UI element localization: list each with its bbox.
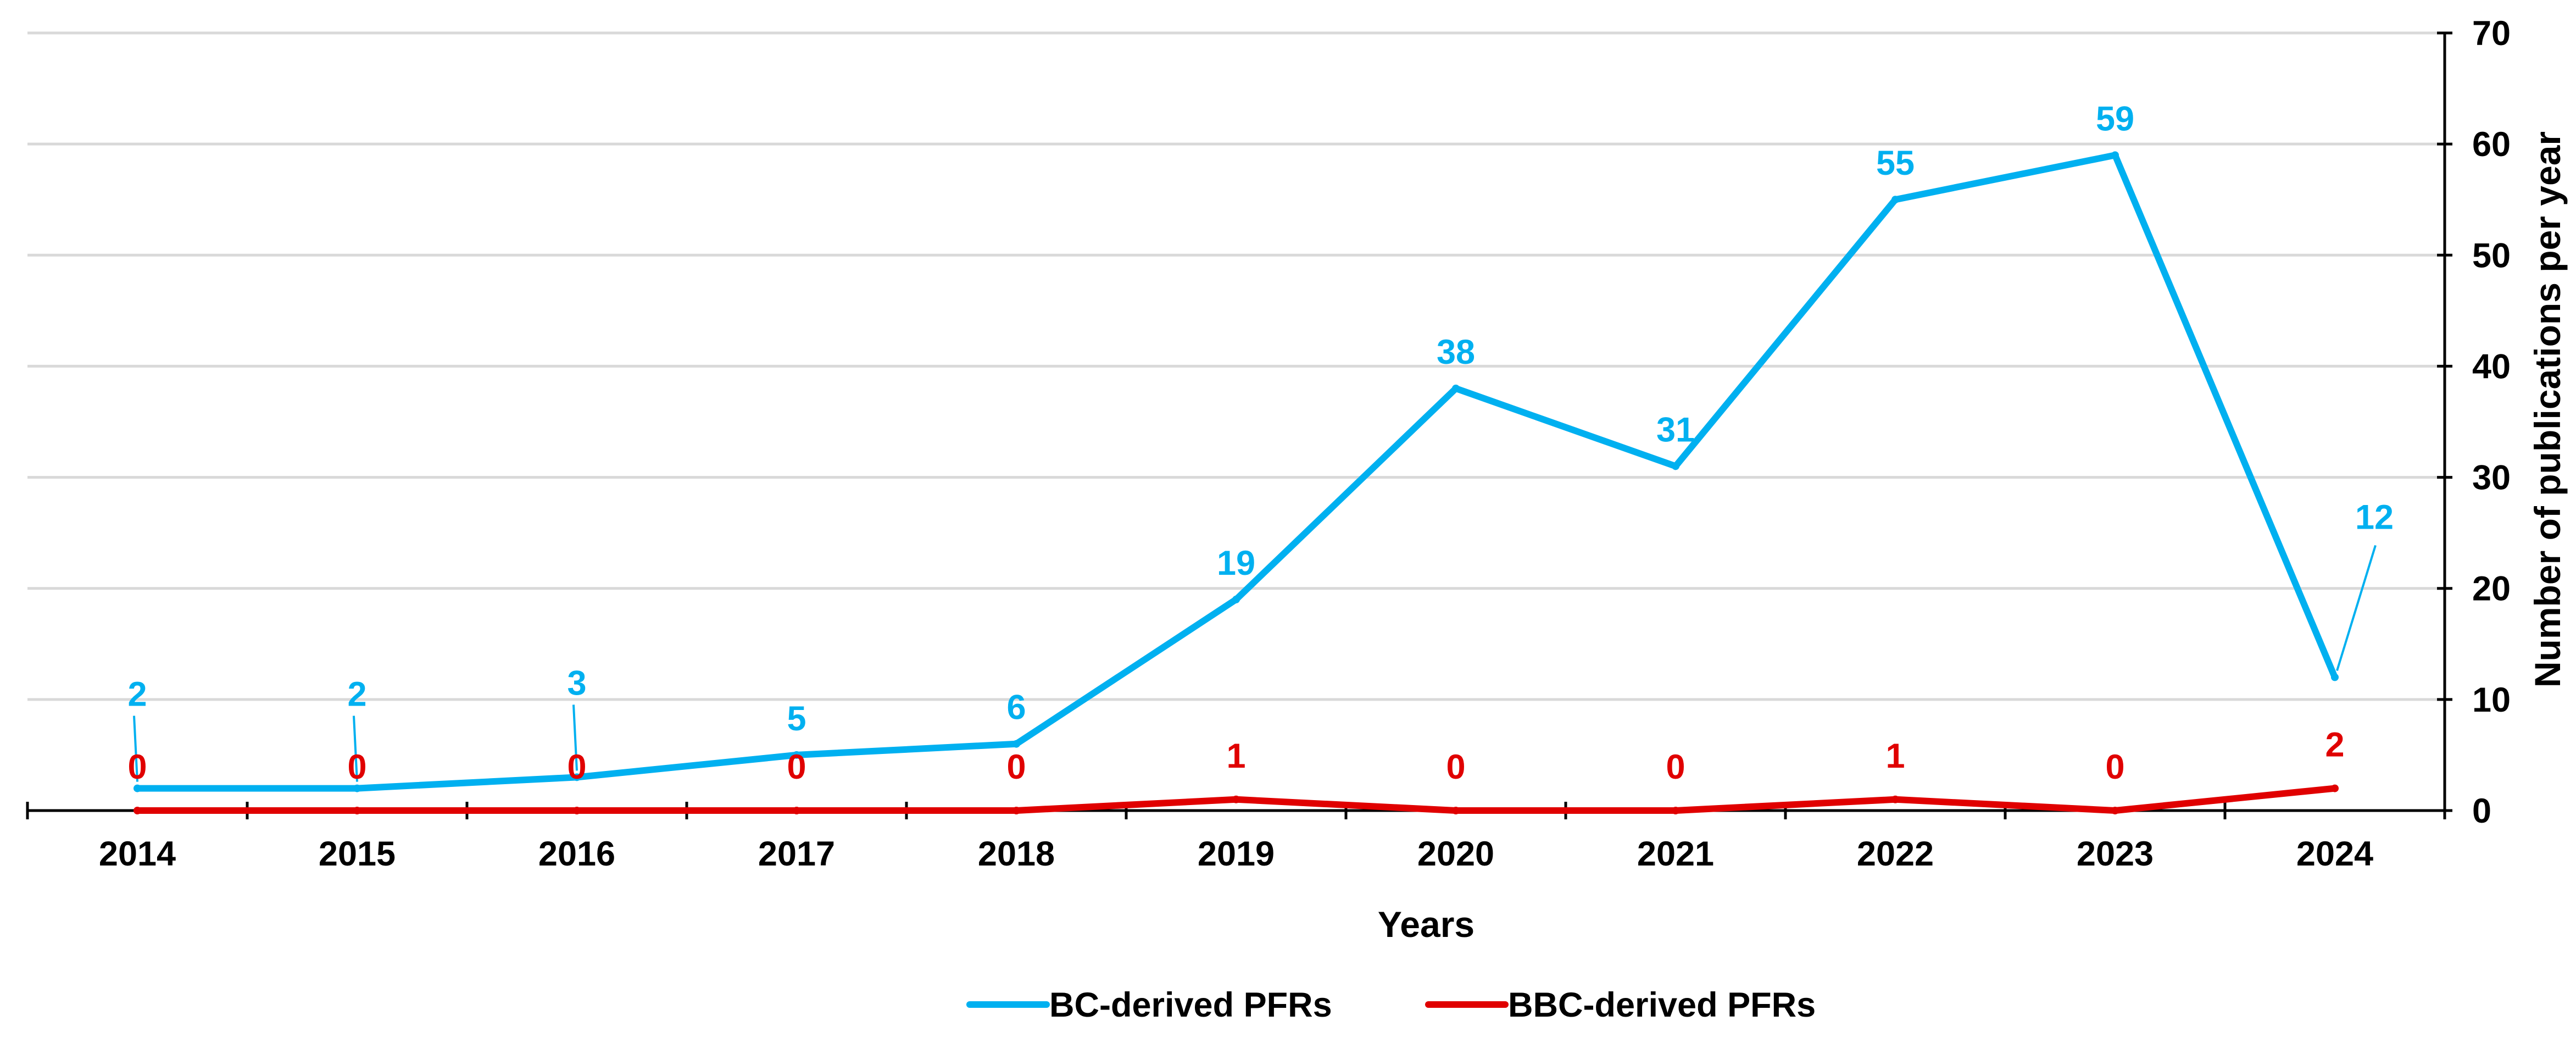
gridlines	[27, 31, 2445, 701]
y-tick-label: 0	[2472, 792, 2491, 830]
data-label: 1	[1226, 737, 1245, 775]
data-point	[2111, 807, 2119, 814]
x-tick-label: 2022	[1857, 835, 1934, 873]
data-point	[133, 807, 141, 814]
x-tick-label: 2018	[978, 835, 1055, 873]
data-label: 2	[2325, 726, 2344, 764]
data-point	[1232, 595, 1240, 603]
x-tick-label: 2021	[1637, 835, 1714, 873]
x-tick-label: 2019	[1198, 835, 1275, 873]
leader-line	[572, 704, 578, 771]
data-point	[2331, 673, 2339, 681]
data-point	[353, 784, 361, 792]
series-line	[134, 152, 2338, 792]
axes: 2014 2015 2016 2017 2018 2019 2020 2021 2022 2023…	[26, 14, 2511, 873]
data-point	[2111, 151, 2119, 159]
y-axis-title: Number of publications per year	[2527, 131, 2568, 687]
data-label: 5	[787, 700, 806, 738]
data-point	[1012, 807, 1020, 814]
x-tick-label: 2023	[2077, 835, 2154, 873]
data-label: 38	[1437, 333, 1475, 371]
x-tick-label: 2015	[319, 835, 396, 873]
data-point	[1452, 384, 1460, 392]
y-tick-label: 10	[2472, 681, 2511, 719]
y-tick-label: 70	[2472, 14, 2511, 53]
y-tick-label: 30	[2472, 459, 2511, 497]
data-label: 31	[1656, 410, 1695, 449]
data-label: 12	[2355, 498, 2394, 536]
data-point	[1891, 795, 1899, 803]
data-label: 0	[2105, 748, 2124, 786]
data-label: 2	[127, 675, 147, 714]
data-label: 0	[347, 748, 366, 786]
data-point	[1012, 740, 1020, 748]
leader-line	[2336, 545, 2377, 672]
data-label: 0	[127, 748, 147, 786]
data-label: 0	[1446, 748, 1465, 786]
y-tick-label: 60	[2472, 125, 2511, 164]
x-tick-label: 2017	[758, 835, 835, 873]
data-point	[793, 751, 800, 759]
legend-label: BBC-derived PFRs	[1508, 986, 1816, 1024]
data-label: 55	[1876, 144, 1915, 182]
data-point	[573, 773, 581, 781]
data-point	[1232, 795, 1240, 803]
data-point	[353, 807, 361, 814]
data-point	[573, 807, 581, 814]
data-point	[1672, 462, 1679, 470]
data-point	[133, 784, 141, 792]
y-tick-label: 20	[2472, 570, 2511, 608]
x-tick-label: 2014	[99, 835, 176, 873]
data-label: 2	[347, 675, 366, 714]
data-labels: 2 2 3 5 6 19 38 31 55 59 12 0 0 0 0 0 1 0 0 1 0 2	[127, 99, 2394, 786]
x-tick-label: 2020	[1417, 835, 1494, 873]
data-label: 0	[787, 748, 806, 786]
data-label: 0	[1666, 748, 1685, 786]
x-tick-label: 2024	[2296, 835, 2373, 873]
y-tick-label: 40	[2472, 347, 2511, 386]
legend-label: BC-derived PFRs	[1049, 986, 1332, 1024]
data-label: 0	[567, 748, 586, 786]
leader-line	[133, 715, 138, 782]
data-label: 59	[2096, 99, 2134, 138]
data-point	[1672, 807, 1679, 814]
y-tick-label: 50	[2472, 236, 2511, 275]
x-axis-title: Years	[1378, 904, 1475, 945]
data-point	[1452, 807, 1460, 814]
data-point	[2331, 784, 2339, 792]
data-label: 6	[1006, 689, 1026, 727]
data-label: 1	[1885, 737, 1905, 775]
data-point	[1891, 196, 1899, 204]
data-point	[793, 807, 800, 814]
data-label: 19	[1217, 544, 1255, 582]
legend: BC-derived PFRs BBC-derived PFRs	[966, 986, 1816, 1024]
x-tick-label: 2016	[538, 835, 615, 873]
leader-line	[353, 715, 358, 782]
series	[133, 151, 2339, 814]
data-label: 3	[567, 664, 586, 702]
data-label: 0	[1006, 748, 1026, 786]
